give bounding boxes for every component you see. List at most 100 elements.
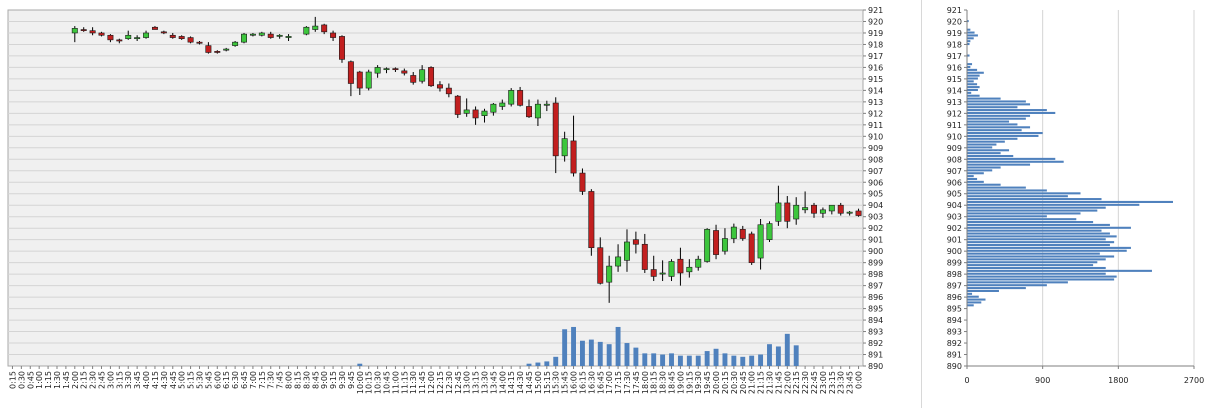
- time-tick-label: 23:45: [846, 371, 855, 394]
- time-tick-label: 3:15: [115, 371, 124, 389]
- candle: [793, 197, 800, 225]
- volume-bar: [749, 355, 755, 366]
- profile-bar: [967, 272, 1106, 275]
- candle: [143, 30, 150, 39]
- candle: [517, 86, 524, 107]
- time-tick-label: 0:15: [8, 371, 17, 389]
- candle-body: [490, 103, 497, 113]
- candle-body: [454, 95, 461, 115]
- volume-bar: [686, 355, 692, 366]
- profile-bar: [967, 198, 1102, 201]
- profile-price-tick-label: 896: [947, 293, 962, 302]
- profile-volume-tick-label: 900: [1035, 376, 1050, 385]
- time-tick-label: 12:00: [427, 371, 436, 394]
- candle-body: [89, 30, 96, 34]
- profile-bar: [967, 134, 1039, 137]
- candle-body: [632, 239, 639, 245]
- profile-bar: [967, 132, 1043, 135]
- time-tick-label: 16:00: [570, 371, 579, 394]
- profile-bar: [967, 209, 1098, 212]
- candle: [303, 26, 310, 36]
- candle: [730, 223, 737, 244]
- candle: [775, 185, 782, 226]
- profile-price-tick-label: 894: [947, 316, 962, 325]
- profile-bar: [967, 243, 1110, 247]
- price-tick-label: 905: [868, 190, 883, 199]
- profile-price-tick-label: 895: [947, 305, 962, 314]
- profile-bar: [967, 206, 1106, 209]
- profile-bar: [967, 249, 1127, 252]
- profile-bar: [967, 212, 1081, 215]
- candle: [481, 108, 488, 123]
- profile-bar: [967, 226, 1131, 229]
- time-tick-label: 2:30: [89, 371, 98, 389]
- candle: [632, 231, 639, 254]
- profile-bar: [967, 106, 1018, 109]
- profile-price-tick-label: 900: [947, 247, 962, 256]
- profile-bar: [967, 301, 982, 304]
- profile-bar: [967, 281, 1068, 284]
- candle-body: [517, 90, 524, 106]
- volume-bar: [633, 347, 639, 366]
- profile-bar: [967, 289, 999, 292]
- candle: [784, 196, 791, 229]
- time-tick-label: 14:00: [498, 371, 507, 394]
- time-tick-label: 20:45: [739, 371, 748, 394]
- candle-body: [793, 204, 800, 220]
- time-tick-label: 15:45: [561, 371, 570, 394]
- candle-body: [561, 138, 568, 157]
- candle: [552, 97, 559, 174]
- time-tick-label: 19:15: [685, 371, 694, 394]
- candle: [98, 31, 105, 37]
- profile-bar: [967, 149, 1010, 152]
- candle-body: [285, 36, 292, 38]
- candle-body: [143, 32, 150, 38]
- time-tick-label: 0:00: [855, 371, 864, 389]
- candle: [757, 219, 764, 270]
- volume-bar: [793, 345, 799, 366]
- candle: [472, 106, 479, 125]
- price-tick-label: 917: [868, 52, 883, 61]
- candle-body: [704, 229, 711, 262]
- time-tick-label: 1:15: [44, 371, 53, 389]
- profile-bar: [967, 68, 978, 71]
- volume-bar: [580, 340, 585, 366]
- candle: [490, 103, 497, 116]
- candle: [445, 83, 452, 98]
- profile-bar: [967, 120, 1010, 123]
- profile-price-tick-label: 907: [947, 167, 962, 176]
- profile-bar: [967, 123, 1018, 126]
- candle: [71, 26, 78, 43]
- time-tick-label: 3:45: [133, 371, 142, 389]
- candle: [811, 202, 817, 218]
- profile-bar: [967, 43, 970, 46]
- time-tick-label: 20:15: [721, 371, 730, 394]
- candle: [232, 41, 239, 47]
- profile-bar: [967, 269, 1152, 272]
- price-tick-label: 897: [868, 282, 883, 291]
- profile-bar: [967, 275, 1117, 278]
- candle-body: [249, 33, 256, 36]
- price-tick-label: 921: [868, 6, 883, 15]
- candle-body: [428, 67, 435, 87]
- profile-bar: [967, 235, 1117, 238]
- time-tick-label: 5:00: [178, 371, 187, 389]
- candle-body: [71, 28, 78, 34]
- time-tick-label: 7:30: [267, 371, 276, 389]
- profile-bar: [967, 238, 1106, 241]
- profile-price-tick-label: 892: [947, 339, 962, 348]
- price-tick-label: 896: [868, 293, 883, 302]
- profile-bar: [967, 114, 1031, 117]
- profile-bar: [967, 31, 975, 34]
- time-tick-label: 10:00: [356, 371, 365, 394]
- candle-body: [659, 272, 666, 275]
- price-tick-label: 913: [868, 98, 883, 107]
- volume-bar: [535, 362, 541, 366]
- candle: [721, 228, 728, 255]
- time-tick-label: 19:45: [703, 371, 712, 394]
- profile-bar: [967, 215, 1047, 218]
- time-tick-label: 18:00: [641, 371, 650, 394]
- candle: [499, 99, 506, 110]
- profile-bar: [967, 298, 986, 301]
- volume-bar: [677, 355, 683, 366]
